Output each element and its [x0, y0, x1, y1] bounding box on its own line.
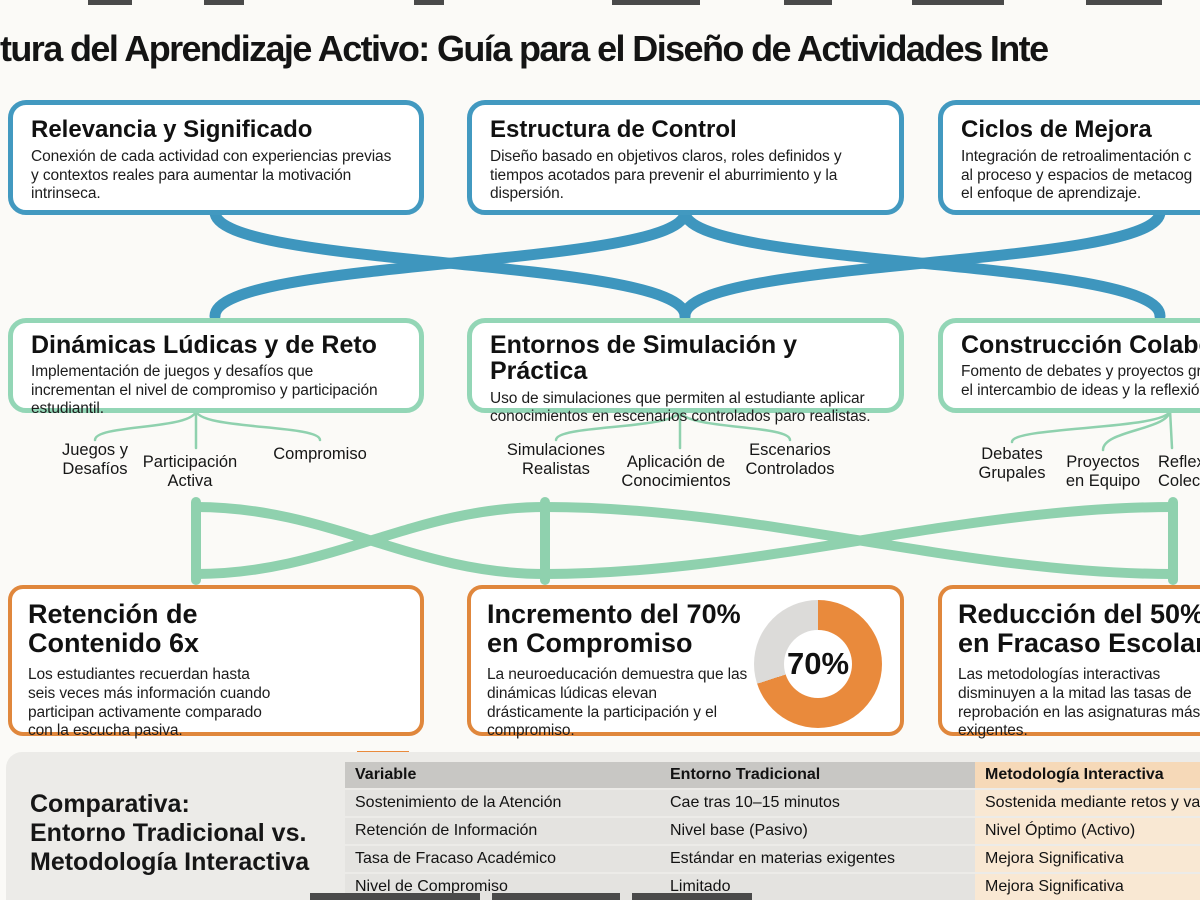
strategy-body: Fomento de debates y proyectos gru el in… [961, 363, 1200, 399]
comparison-label: Comparativa: Entorno Tradicional vs. Met… [30, 790, 310, 876]
pillar-title: Relevancia y Significado [31, 116, 313, 143]
header-metodologia-interactiva: Metodología Interactiva [975, 762, 1200, 788]
table-row: Sostenimiento de la Atención Cae tras 10… [345, 790, 1200, 816]
cell-variable: Sostenimiento de la Atención [345, 790, 660, 816]
table-row: Retención de Información Nivel base (Pas… [345, 818, 1200, 844]
edge-artifact [1086, 0, 1162, 5]
strategy-title: Entornos de Simulación y Práctica [490, 331, 797, 386]
table-row: Tasa de Fracaso Académico Estándar en ma… [345, 846, 1200, 872]
kpi-box-retencion: Retención de Contenido 6x Los estudiante… [8, 585, 424, 882]
header-variable: Variable [345, 762, 660, 788]
cell-interactiva: Sostenida mediante retos y varie [975, 790, 1200, 816]
header-entorno-tradicional: Entorno Tradicional [660, 762, 975, 788]
pillar-body: Diseño basado en objetivos claros, roles… [490, 148, 842, 203]
comparison-table: Variable Entorno Tradicional Metodología… [345, 762, 1200, 900]
donut-percent-label: 70% [786, 646, 850, 681]
page-title: tura del Aprendizaje Activo: Guía para e… [0, 28, 1049, 69]
pillar-box-estructura: Estructura de Control Diseño basado en o… [467, 100, 904, 215]
cell-tradicional: Estándar en materias exigentes [660, 846, 975, 872]
strategy-body: Uso de simulaciones que permiten al estu… [490, 389, 871, 426]
pillar-title: Ciclos de Mejora [961, 116, 1152, 143]
cell-tradicional: Cae tras 10–15 minutos [660, 790, 975, 816]
pillar-body: Integración de retroalimentación c al pr… [961, 148, 1193, 203]
green-connector-curves [191, 497, 1178, 585]
strategy-box-dinamicas: Dinámicas Lúdicas y de Reto Implementaci… [8, 318, 424, 417]
cell-tradicional: Nivel base (Pasivo) [660, 818, 975, 844]
edge-artifact [310, 893, 480, 900]
cell-variable: Tasa de Fracaso Académico [345, 846, 660, 872]
cell-interactiva: Mejora Significativa [975, 846, 1200, 872]
tag-escenarios-controlados: Escenarios Controlados [745, 441, 835, 479]
edge-artifact [912, 0, 1004, 5]
cell-variable: Retención de Información [345, 818, 660, 844]
donut-hole [784, 630, 852, 698]
strategy-box-construccion: Construcción Colabor Fomento de debates … [938, 318, 1200, 413]
kpi-title: Incremento del 70% en Compromiso [487, 599, 741, 659]
tag-reflexion-colectiva: Reflex Colec [1158, 453, 1200, 491]
kpi-title: Reducción del 50% en Fracaso Escolar [958, 599, 1200, 659]
strategy-body: Implementación de juegos y desafíos que … [31, 363, 378, 418]
edge-artifact [414, 0, 444, 5]
kpi-body: Las metodologías interactivas disminuyen… [958, 666, 1200, 740]
blue-connector-curves [209, 206, 1166, 322]
edge-artifact [632, 893, 752, 900]
edge-artifact [492, 893, 620, 900]
table-header-row: Variable Entorno Tradicional Metodología… [345, 762, 1200, 788]
strategy-title: Construcción Colabor [961, 331, 1200, 359]
kpi-body: Los estudiantes recuerdan hasta seis vec… [28, 666, 271, 740]
edge-artifact [612, 0, 700, 5]
cell-interactiva: Nivel Óptimo (Activo) [975, 818, 1200, 844]
tag-debates-grupales: Debates Grupales [978, 445, 1046, 483]
tag-compromiso: Compromiso [273, 445, 367, 463]
edge-artifact [784, 0, 832, 5]
tag-proyectos-equipo: Proyectos en Equipo [1065, 453, 1141, 491]
pillar-title: Estructura de Control [490, 116, 737, 143]
tag-aplicacion-conocimientos: Aplicación de Conocimientos [621, 453, 731, 491]
kpi-body: La neuroeducación demuestra que las diná… [487, 666, 748, 740]
kpi-box-incremento: Incremento del 70% en Compromiso La neur… [467, 585, 904, 739]
tag-simulaciones-realistas: Simulaciones Realistas [506, 441, 606, 479]
strategy-title: Dinámicas Lúdicas y de Reto [31, 331, 377, 359]
strategy-box-entornos: Entornos de Simulación y Práctica Uso de… [467, 318, 904, 425]
edge-artifact [204, 0, 244, 5]
pillar-box-relevancia: Relevancia y Significado Conexión de cad… [8, 100, 424, 215]
kpi-box-reduccion: Reducción del 50% en Fracaso Escolar Las… [938, 585, 1200, 739]
engagement-donut-chart: 70% [754, 600, 882, 728]
tag-juegos-desafios: Juegos y Desafíos [61, 441, 129, 479]
edge-artifact [88, 0, 132, 5]
pillar-box-ciclos: Ciclos de Mejora Integración de retroali… [938, 100, 1200, 215]
pillar-body: Conexión de cada actividad con experienc… [31, 148, 392, 203]
kpi-title: Retención de Contenido 6x [28, 599, 200, 659]
tag-participacion-activa: Participación Activa [142, 453, 238, 491]
cell-interactiva: Mejora Significativa [975, 874, 1200, 900]
